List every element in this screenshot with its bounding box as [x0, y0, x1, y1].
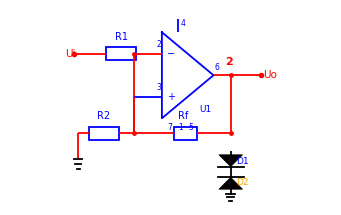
Text: D1: D1	[236, 157, 249, 166]
Polygon shape	[219, 155, 242, 167]
Text: 5: 5	[189, 123, 193, 132]
Text: Uo: Uo	[263, 70, 277, 80]
Text: 2: 2	[225, 57, 233, 67]
Text: Ui: Ui	[65, 49, 76, 59]
Text: 7: 7	[167, 123, 172, 132]
Text: U1: U1	[199, 105, 212, 114]
Polygon shape	[219, 177, 242, 189]
FancyBboxPatch shape	[174, 127, 197, 140]
Text: 6: 6	[214, 63, 220, 72]
Text: 2: 2	[156, 40, 161, 49]
Text: 3: 3	[156, 83, 161, 92]
FancyBboxPatch shape	[89, 127, 119, 140]
Text: D2: D2	[236, 178, 249, 187]
Text: 1: 1	[178, 123, 182, 132]
Text: R1: R1	[115, 32, 128, 41]
Text: −: −	[167, 49, 175, 59]
Text: +: +	[167, 92, 175, 102]
Text: Rf: Rf	[178, 111, 189, 121]
Text: 4: 4	[180, 19, 185, 28]
FancyBboxPatch shape	[106, 47, 136, 60]
Text: R2: R2	[97, 111, 110, 121]
